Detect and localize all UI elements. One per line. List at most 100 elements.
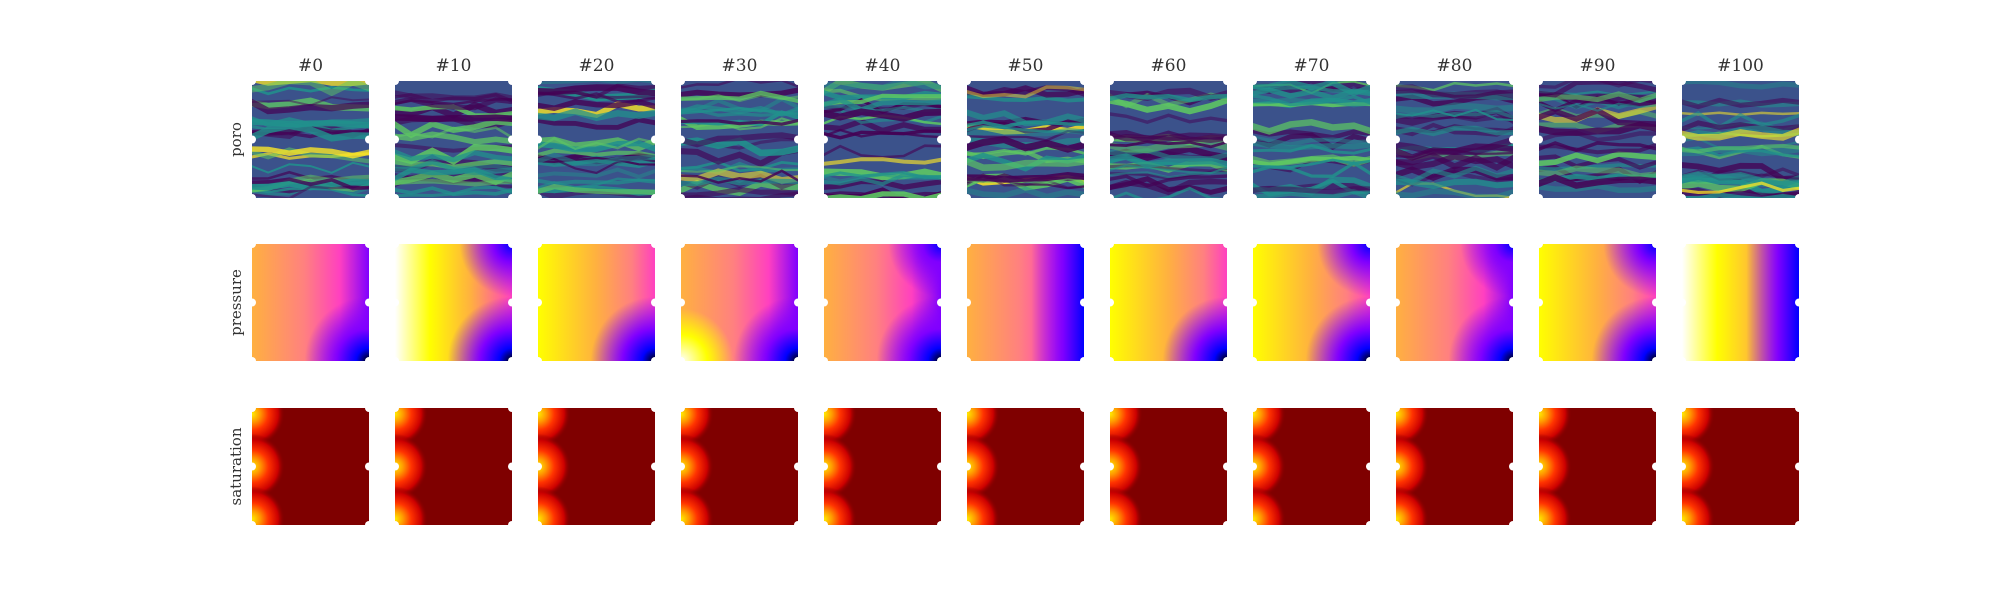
well-marker	[391, 462, 399, 471]
well-marker	[1795, 194, 1803, 202]
well-marker	[1535, 194, 1543, 202]
pressure-low-zone	[395, 244, 512, 361]
well-marker	[1223, 77, 1231, 85]
well-marker	[1106, 404, 1114, 412]
well-marker	[248, 357, 256, 365]
well-marker	[1366, 240, 1374, 248]
poro-streak	[252, 178, 369, 191]
poro-streak	[967, 171, 1084, 183]
column-title: #20	[579, 56, 615, 76]
poro-streak	[967, 127, 1084, 137]
poro-streak	[681, 132, 798, 148]
well-marker	[1080, 77, 1088, 85]
poro-streak	[1539, 141, 1656, 153]
poro-streak	[681, 96, 798, 113]
poro-streak	[1539, 81, 1656, 98]
injection-plume	[1396, 408, 1513, 525]
poro-streak	[395, 118, 512, 139]
well-marker	[391, 521, 399, 529]
poro-streak	[1539, 102, 1656, 112]
well-marker	[1366, 135, 1374, 144]
well-marker	[1106, 77, 1114, 85]
injection-plume	[681, 408, 798, 525]
saturation-panel	[1535, 404, 1660, 529]
well-marker	[1223, 240, 1231, 248]
well-marker	[1223, 462, 1231, 471]
poro-streak	[824, 128, 941, 139]
poro-streak	[1539, 98, 1656, 113]
well-marker	[1678, 357, 1686, 365]
well-marker	[508, 404, 516, 412]
poro-streak	[1253, 81, 1370, 97]
well-marker	[534, 462, 542, 471]
well-marker	[820, 240, 828, 248]
poro-streak	[824, 81, 941, 91]
poro-streak	[1396, 143, 1513, 161]
well-marker	[677, 240, 685, 248]
poro-streak	[967, 109, 1084, 127]
well-marker	[1106, 135, 1114, 144]
poro-panel	[963, 77, 1088, 202]
poro-streak	[1253, 132, 1370, 150]
well-marker	[1678, 194, 1686, 202]
poro-streak	[395, 185, 512, 198]
column-titles: #0 #10 #20 #30 #40 #50 #60 #70 #80 #90 #100	[298, 56, 1764, 76]
well-marker	[1678, 135, 1686, 144]
column-title: #90	[1580, 56, 1616, 76]
well-marker	[1795, 240, 1803, 248]
poro-streak	[1110, 112, 1227, 124]
well-marker	[1678, 404, 1686, 412]
well-marker	[1795, 135, 1803, 144]
poro-streak	[967, 122, 1084, 135]
well-marker	[963, 462, 971, 471]
well-marker	[651, 240, 659, 248]
poro-streak	[1396, 165, 1513, 185]
poro-streak	[967, 85, 1084, 98]
poro-streak	[1682, 192, 1799, 198]
poro-streak	[1253, 158, 1370, 169]
poro-streak	[681, 81, 798, 89]
well-marker	[1106, 357, 1114, 365]
well-marker	[1223, 135, 1231, 144]
poro-streak	[395, 149, 512, 163]
poro-streak	[538, 136, 655, 151]
poro-streak	[1253, 128, 1370, 140]
well-marker	[1678, 77, 1686, 85]
well-marker	[1106, 521, 1114, 529]
well-marker	[1080, 357, 1088, 365]
poro-streak	[824, 191, 941, 198]
poro-streak	[824, 144, 941, 159]
pressure-panel	[963, 240, 1088, 365]
well-marker	[963, 194, 971, 202]
poro-streak	[1682, 81, 1799, 90]
well-marker	[820, 194, 828, 202]
poro-streak	[1110, 174, 1227, 188]
well-marker	[1366, 404, 1374, 412]
poro-streak	[1253, 135, 1370, 147]
well-marker	[1366, 194, 1374, 202]
well-marker	[1249, 462, 1257, 471]
pressure-panel	[1106, 240, 1231, 365]
poro-streak	[1539, 121, 1656, 136]
well-marker	[1535, 521, 1543, 529]
column-title: #100	[1717, 56, 1764, 76]
well-marker	[365, 298, 373, 307]
well-marker	[1795, 404, 1803, 412]
poro-streak	[538, 156, 655, 166]
poro-streak	[538, 183, 655, 195]
well-marker	[677, 357, 685, 365]
poro-streak	[1539, 142, 1656, 155]
well-marker	[1366, 298, 1374, 307]
well-marker	[534, 135, 542, 144]
well-marker	[1106, 240, 1114, 248]
well-marker	[365, 404, 373, 412]
poro-panel	[1678, 77, 1803, 202]
well-marker	[1392, 298, 1400, 307]
well-marker	[937, 240, 945, 248]
well-marker	[1080, 194, 1088, 202]
poro-streak	[967, 157, 1084, 172]
well-marker	[365, 521, 373, 529]
well-marker	[1678, 521, 1686, 529]
well-marker	[1652, 135, 1660, 144]
poro-streak	[395, 114, 512, 123]
